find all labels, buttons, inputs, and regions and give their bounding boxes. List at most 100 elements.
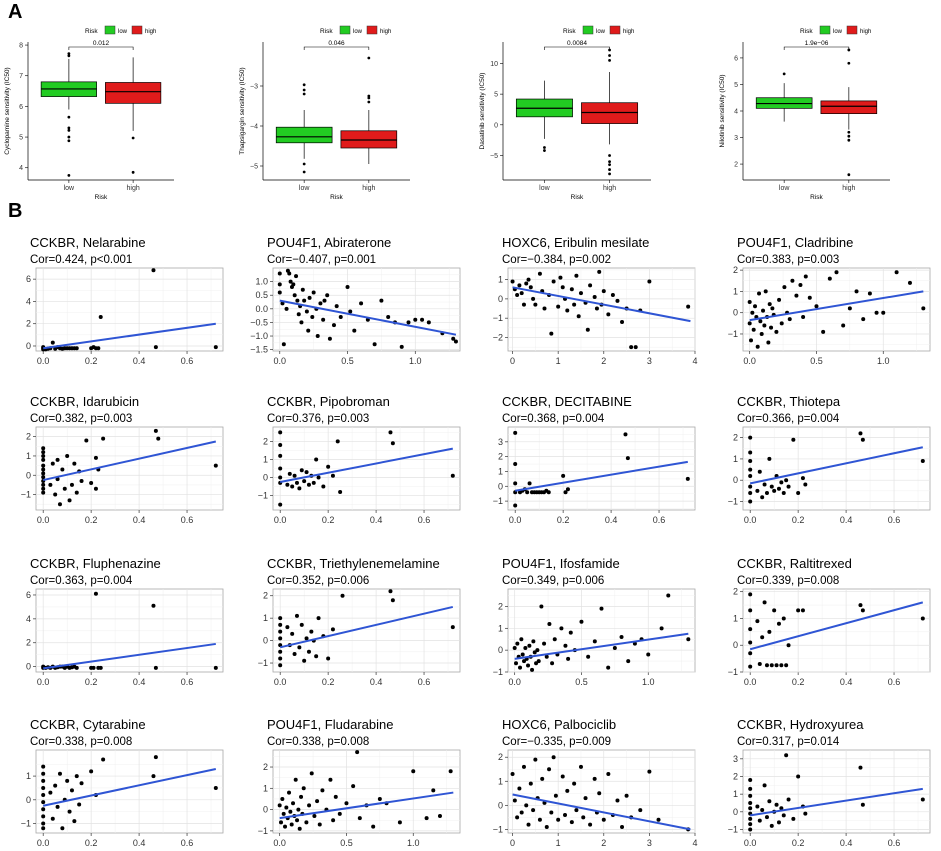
x-tick-label: 0.6 bbox=[888, 677, 901, 687]
scatter-subtitle: Cor=0.317, p=0.014 bbox=[737, 736, 840, 748]
data-point bbox=[748, 450, 753, 455]
data-point bbox=[615, 298, 620, 303]
data-point bbox=[285, 625, 290, 630]
data-point bbox=[748, 467, 753, 472]
y-tick-label: −1 bbox=[493, 496, 503, 506]
data-point bbox=[72, 461, 77, 466]
box-body bbox=[275, 126, 333, 144]
scatter-subtitle: Cor=−0.407, p=0.001 bbox=[267, 254, 376, 266]
data-point bbox=[451, 336, 456, 341]
y-tick-label: 4 bbox=[734, 109, 738, 116]
data-point bbox=[213, 463, 218, 468]
scatter-title: CCKBR, Cytarabine bbox=[30, 717, 146, 732]
data-point bbox=[322, 298, 327, 303]
legend-label-low: low bbox=[596, 29, 606, 35]
outlier-point bbox=[608, 163, 611, 167]
x-tick-label: 0.0 bbox=[743, 356, 756, 366]
scatter-panel-16: CCKBR, Hydroxyurea Cor=0.317, p=0.014 0.0 0… bbox=[728, 717, 931, 848]
legend-title: Risk bbox=[563, 28, 576, 35]
data-point bbox=[761, 308, 766, 313]
data-point bbox=[592, 294, 597, 299]
data-point bbox=[517, 283, 522, 288]
data-point bbox=[533, 757, 538, 762]
data-point bbox=[542, 306, 547, 311]
y-tick-label: −3 bbox=[250, 84, 258, 91]
data-point bbox=[41, 764, 46, 769]
x-tick-label: 0.6 bbox=[418, 515, 431, 525]
data-point bbox=[98, 315, 103, 320]
data-point bbox=[774, 329, 779, 334]
data-point bbox=[315, 334, 320, 339]
box-high bbox=[581, 48, 639, 176]
legend-label-high: high bbox=[380, 29, 391, 35]
data-point bbox=[371, 824, 376, 829]
data-point bbox=[321, 317, 326, 322]
data-point bbox=[517, 786, 522, 791]
data-point bbox=[72, 819, 77, 824]
x-tick-label: high bbox=[127, 185, 140, 192]
regression-line bbox=[43, 322, 216, 350]
data-point bbox=[41, 467, 46, 472]
data-point bbox=[536, 659, 541, 664]
data-point bbox=[647, 279, 652, 284]
scatter-subtitle: Cor=0.376, p=0.003 bbox=[267, 413, 369, 425]
data-point bbox=[77, 802, 82, 807]
data-point bbox=[312, 813, 317, 818]
box-body bbox=[105, 82, 162, 104]
data-point bbox=[748, 800, 753, 805]
data-point bbox=[769, 663, 774, 668]
data-point bbox=[784, 478, 789, 483]
data-point bbox=[546, 490, 551, 495]
y-tick-label: 0 bbox=[498, 481, 503, 491]
data-point bbox=[764, 663, 769, 668]
data-point bbox=[379, 298, 384, 303]
data-point bbox=[57, 771, 62, 776]
data-point bbox=[858, 431, 863, 436]
data-point bbox=[779, 663, 784, 668]
x-tick-label: 0.4 bbox=[840, 677, 853, 687]
data-point bbox=[748, 499, 753, 504]
y-tick-label: 0 bbox=[26, 470, 31, 480]
data-point bbox=[686, 304, 691, 309]
data-point bbox=[98, 665, 103, 670]
data-point bbox=[372, 342, 377, 347]
data-point bbox=[814, 304, 819, 309]
data-point bbox=[860, 802, 865, 807]
data-point bbox=[41, 807, 46, 812]
y-tick-label: 0 bbox=[498, 294, 503, 304]
p-value-label: 0.0084 bbox=[567, 40, 587, 47]
data-point bbox=[53, 783, 58, 788]
x-tick-label: 0.5 bbox=[340, 838, 353, 848]
outlier-point bbox=[131, 136, 135, 140]
data-point bbox=[532, 650, 537, 655]
outlier-point bbox=[367, 94, 371, 98]
data-point bbox=[784, 663, 789, 668]
data-point bbox=[550, 661, 555, 666]
x-tick-label: 0.6 bbox=[653, 515, 666, 525]
scatter-panel-10: CCKBR, Triethylenemelamine Cor=0.352, p=0… bbox=[258, 556, 461, 687]
data-point bbox=[281, 811, 286, 816]
data-point bbox=[860, 608, 865, 613]
panel-label-b: B bbox=[8, 200, 23, 222]
x-tick-label: 0.4 bbox=[840, 515, 853, 525]
data-point bbox=[686, 637, 691, 642]
x-tick-label: 0.0 bbox=[744, 838, 757, 848]
data-point bbox=[763, 289, 768, 294]
x-tick-label: 0.0 bbox=[37, 356, 50, 366]
data-point bbox=[527, 481, 532, 486]
data-point bbox=[515, 641, 520, 646]
y-tick-label: 1 bbox=[733, 789, 738, 799]
data-point bbox=[296, 312, 301, 317]
data-point bbox=[762, 323, 767, 328]
data-point bbox=[283, 824, 288, 829]
data-point bbox=[41, 821, 46, 826]
legend-key-low bbox=[582, 25, 594, 35]
data-point bbox=[406, 320, 411, 325]
data-point bbox=[304, 470, 309, 475]
x-tick-label: 4 bbox=[692, 838, 697, 848]
data-point bbox=[748, 484, 753, 489]
data-point bbox=[594, 306, 599, 311]
significance-bracket bbox=[544, 46, 610, 50]
outlier-point bbox=[67, 135, 71, 139]
data-point bbox=[48, 482, 53, 487]
